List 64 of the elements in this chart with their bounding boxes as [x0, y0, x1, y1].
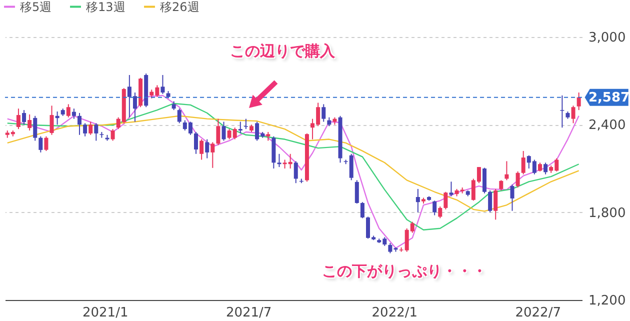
candlestick	[216, 118, 220, 146]
candlestick	[66, 104, 70, 118]
candlestick	[110, 128, 115, 142]
candlestick	[22, 110, 26, 126]
legend-label: 移5週	[20, 0, 52, 14]
candlestick	[72, 108, 76, 120]
candlestick	[244, 118, 248, 130]
annotation: この下がりっぷり・・・	[322, 262, 487, 281]
candlestick	[238, 121, 242, 134]
candlestick	[360, 202, 364, 219]
candlestick	[16, 108, 20, 130]
candlestick	[210, 142, 215, 168]
candlestick	[432, 200, 437, 216]
candlestick	[521, 150, 526, 175]
line-series	[6, 115, 580, 212]
y-tick-label: 2,400	[588, 118, 626, 134]
candlestick	[177, 108, 182, 124]
legend-label: 移13週	[86, 0, 126, 14]
candlestick	[322, 104, 326, 122]
candlestick	[488, 190, 492, 213]
candlestick	[33, 115, 38, 142]
candlestick	[277, 153, 282, 168]
candlestick	[444, 191, 448, 210]
candlestick	[510, 184, 514, 212]
candlestick	[94, 122, 98, 142]
candlestick	[88, 121, 93, 136]
ref-line-label: 2,587	[588, 90, 630, 106]
line-series	[6, 94, 580, 249]
candlestick	[482, 167, 487, 194]
line-series	[6, 102, 580, 230]
candlestick	[50, 105, 54, 136]
y-tick-label: 1,200	[588, 294, 626, 308]
x-tick-label: 2022/1	[372, 306, 418, 320]
candlestick	[449, 181, 454, 197]
candlestick	[504, 160, 509, 181]
candlestick	[78, 112, 82, 136]
candlestick	[499, 180, 504, 191]
y-tick-label: 3,000	[588, 30, 626, 46]
candlestick	[160, 74, 165, 94]
candlestick	[516, 170, 520, 188]
candlestick	[354, 180, 359, 204]
candlestick	[438, 206, 442, 219]
candlestick	[494, 188, 498, 220]
candlestick	[44, 136, 48, 152]
candlestick	[205, 138, 210, 159]
candlestick	[544, 162, 548, 175]
x-tick-label: 2021/1	[82, 306, 128, 320]
x-tick-label: 2021/7	[226, 306, 272, 320]
candlestick	[571, 105, 576, 124]
candlestick	[55, 111, 60, 126]
y-tick-label: 1,800	[588, 206, 626, 221]
candlestick	[416, 188, 420, 213]
candlestick	[294, 160, 298, 184]
candlestick	[200, 138, 204, 160]
x-tick-label: 2022/7	[515, 306, 561, 320]
candlestick	[83, 122, 88, 137]
candlestick	[222, 121, 226, 142]
candlestick	[194, 131, 198, 154]
candlestick	[576, 92, 581, 111]
annotation: この辺りで購入	[230, 42, 335, 61]
candlestick	[560, 94, 564, 128]
candlestick	[38, 136, 43, 153]
legend-label: 移26週	[160, 0, 200, 14]
candlestick	[28, 114, 32, 132]
